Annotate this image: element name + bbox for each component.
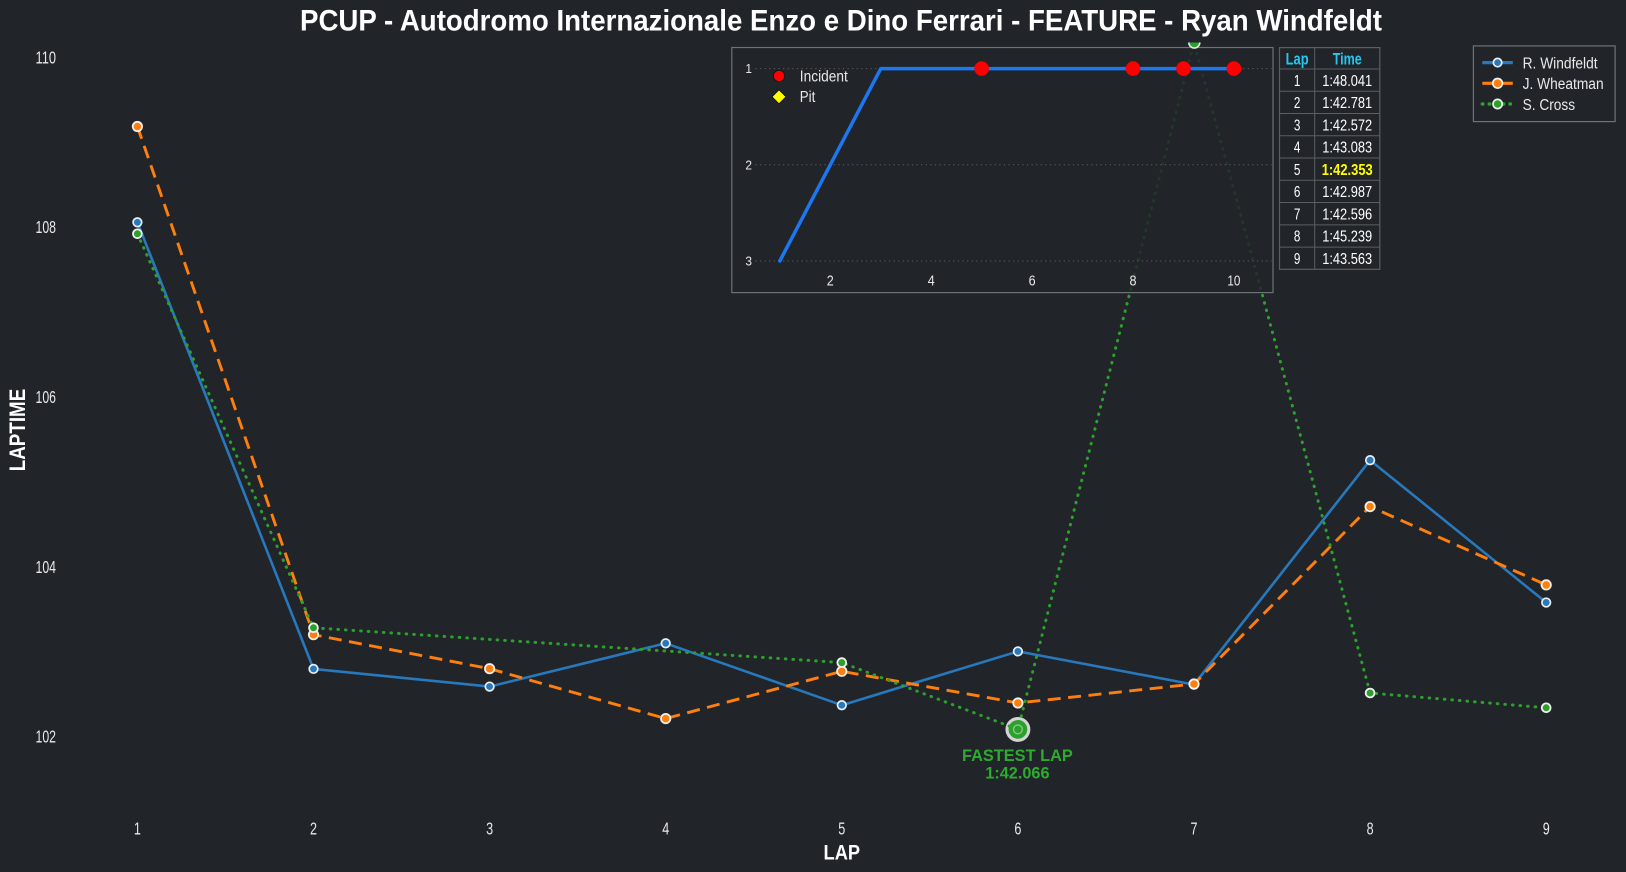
svg-text:J. Wheatman: J. Wheatman <box>1523 76 1604 93</box>
svg-text:1:43.083: 1:43.083 <box>1322 140 1372 157</box>
svg-text:5: 5 <box>838 819 845 839</box>
svg-text:110: 110 <box>36 47 57 67</box>
svg-text:1:45.239: 1:45.239 <box>1322 229 1372 246</box>
svg-text:1:48.041: 1:48.041 <box>1322 73 1372 90</box>
svg-text:1:42.353: 1:42.353 <box>1322 162 1373 179</box>
svg-text:1: 1 <box>1294 73 1301 90</box>
svg-text:106: 106 <box>36 387 57 407</box>
svg-text:9: 9 <box>1294 251 1301 268</box>
svg-text:1:42.572: 1:42.572 <box>1322 117 1372 134</box>
svg-text:2: 2 <box>310 819 317 839</box>
svg-text:2: 2 <box>745 158 752 172</box>
svg-text:108: 108 <box>36 217 57 237</box>
svg-text:1: 1 <box>745 62 752 76</box>
svg-text:5: 5 <box>1294 162 1301 179</box>
svg-text:104: 104 <box>36 557 57 577</box>
svg-text:8: 8 <box>1294 229 1301 246</box>
svg-text:7: 7 <box>1191 819 1198 839</box>
svg-text:R. Windfeldt: R. Windfeldt <box>1523 55 1599 72</box>
svg-text:4: 4 <box>928 274 935 290</box>
svg-text:Incident: Incident <box>800 68 849 85</box>
svg-text:102: 102 <box>36 727 57 747</box>
svg-text:3: 3 <box>486 819 493 839</box>
svg-text:2: 2 <box>1294 95 1301 112</box>
svg-text:Time: Time <box>1333 50 1362 68</box>
svg-text:1:43.563: 1:43.563 <box>1322 251 1372 268</box>
svg-text:1:42.066: 1:42.066 <box>985 764 1049 782</box>
svg-text:4: 4 <box>662 819 669 839</box>
svg-text:FASTEST LAP: FASTEST LAP <box>962 747 1073 765</box>
svg-text:LAP: LAP <box>824 842 861 865</box>
svg-text:Lap: Lap <box>1286 50 1309 68</box>
svg-text:S. Cross: S. Cross <box>1523 97 1576 114</box>
svg-text:7: 7 <box>1294 206 1301 223</box>
svg-text:4: 4 <box>1294 140 1301 157</box>
svg-text:2: 2 <box>827 274 834 290</box>
svg-text:10: 10 <box>1227 274 1240 290</box>
svg-text:1:42.987: 1:42.987 <box>1322 184 1372 201</box>
svg-text:8: 8 <box>1367 819 1374 839</box>
svg-text:6: 6 <box>1294 184 1301 201</box>
svg-text:3: 3 <box>745 255 752 269</box>
svg-text:6: 6 <box>1014 819 1021 839</box>
svg-text:PCUP - Autodromo Internazional: PCUP - Autodromo Internazionale Enzo e D… <box>300 5 1382 38</box>
svg-text:LAPTIME: LAPTIME <box>5 389 30 472</box>
svg-text:3: 3 <box>1294 117 1301 134</box>
svg-text:Pit: Pit <box>800 89 816 106</box>
svg-text:8: 8 <box>1130 274 1137 290</box>
svg-text:1:42.596: 1:42.596 <box>1322 206 1372 223</box>
svg-text:1:42.781: 1:42.781 <box>1322 95 1372 112</box>
svg-text:6: 6 <box>1029 274 1036 290</box>
svg-text:9: 9 <box>1543 819 1550 839</box>
svg-text:1: 1 <box>134 819 141 839</box>
